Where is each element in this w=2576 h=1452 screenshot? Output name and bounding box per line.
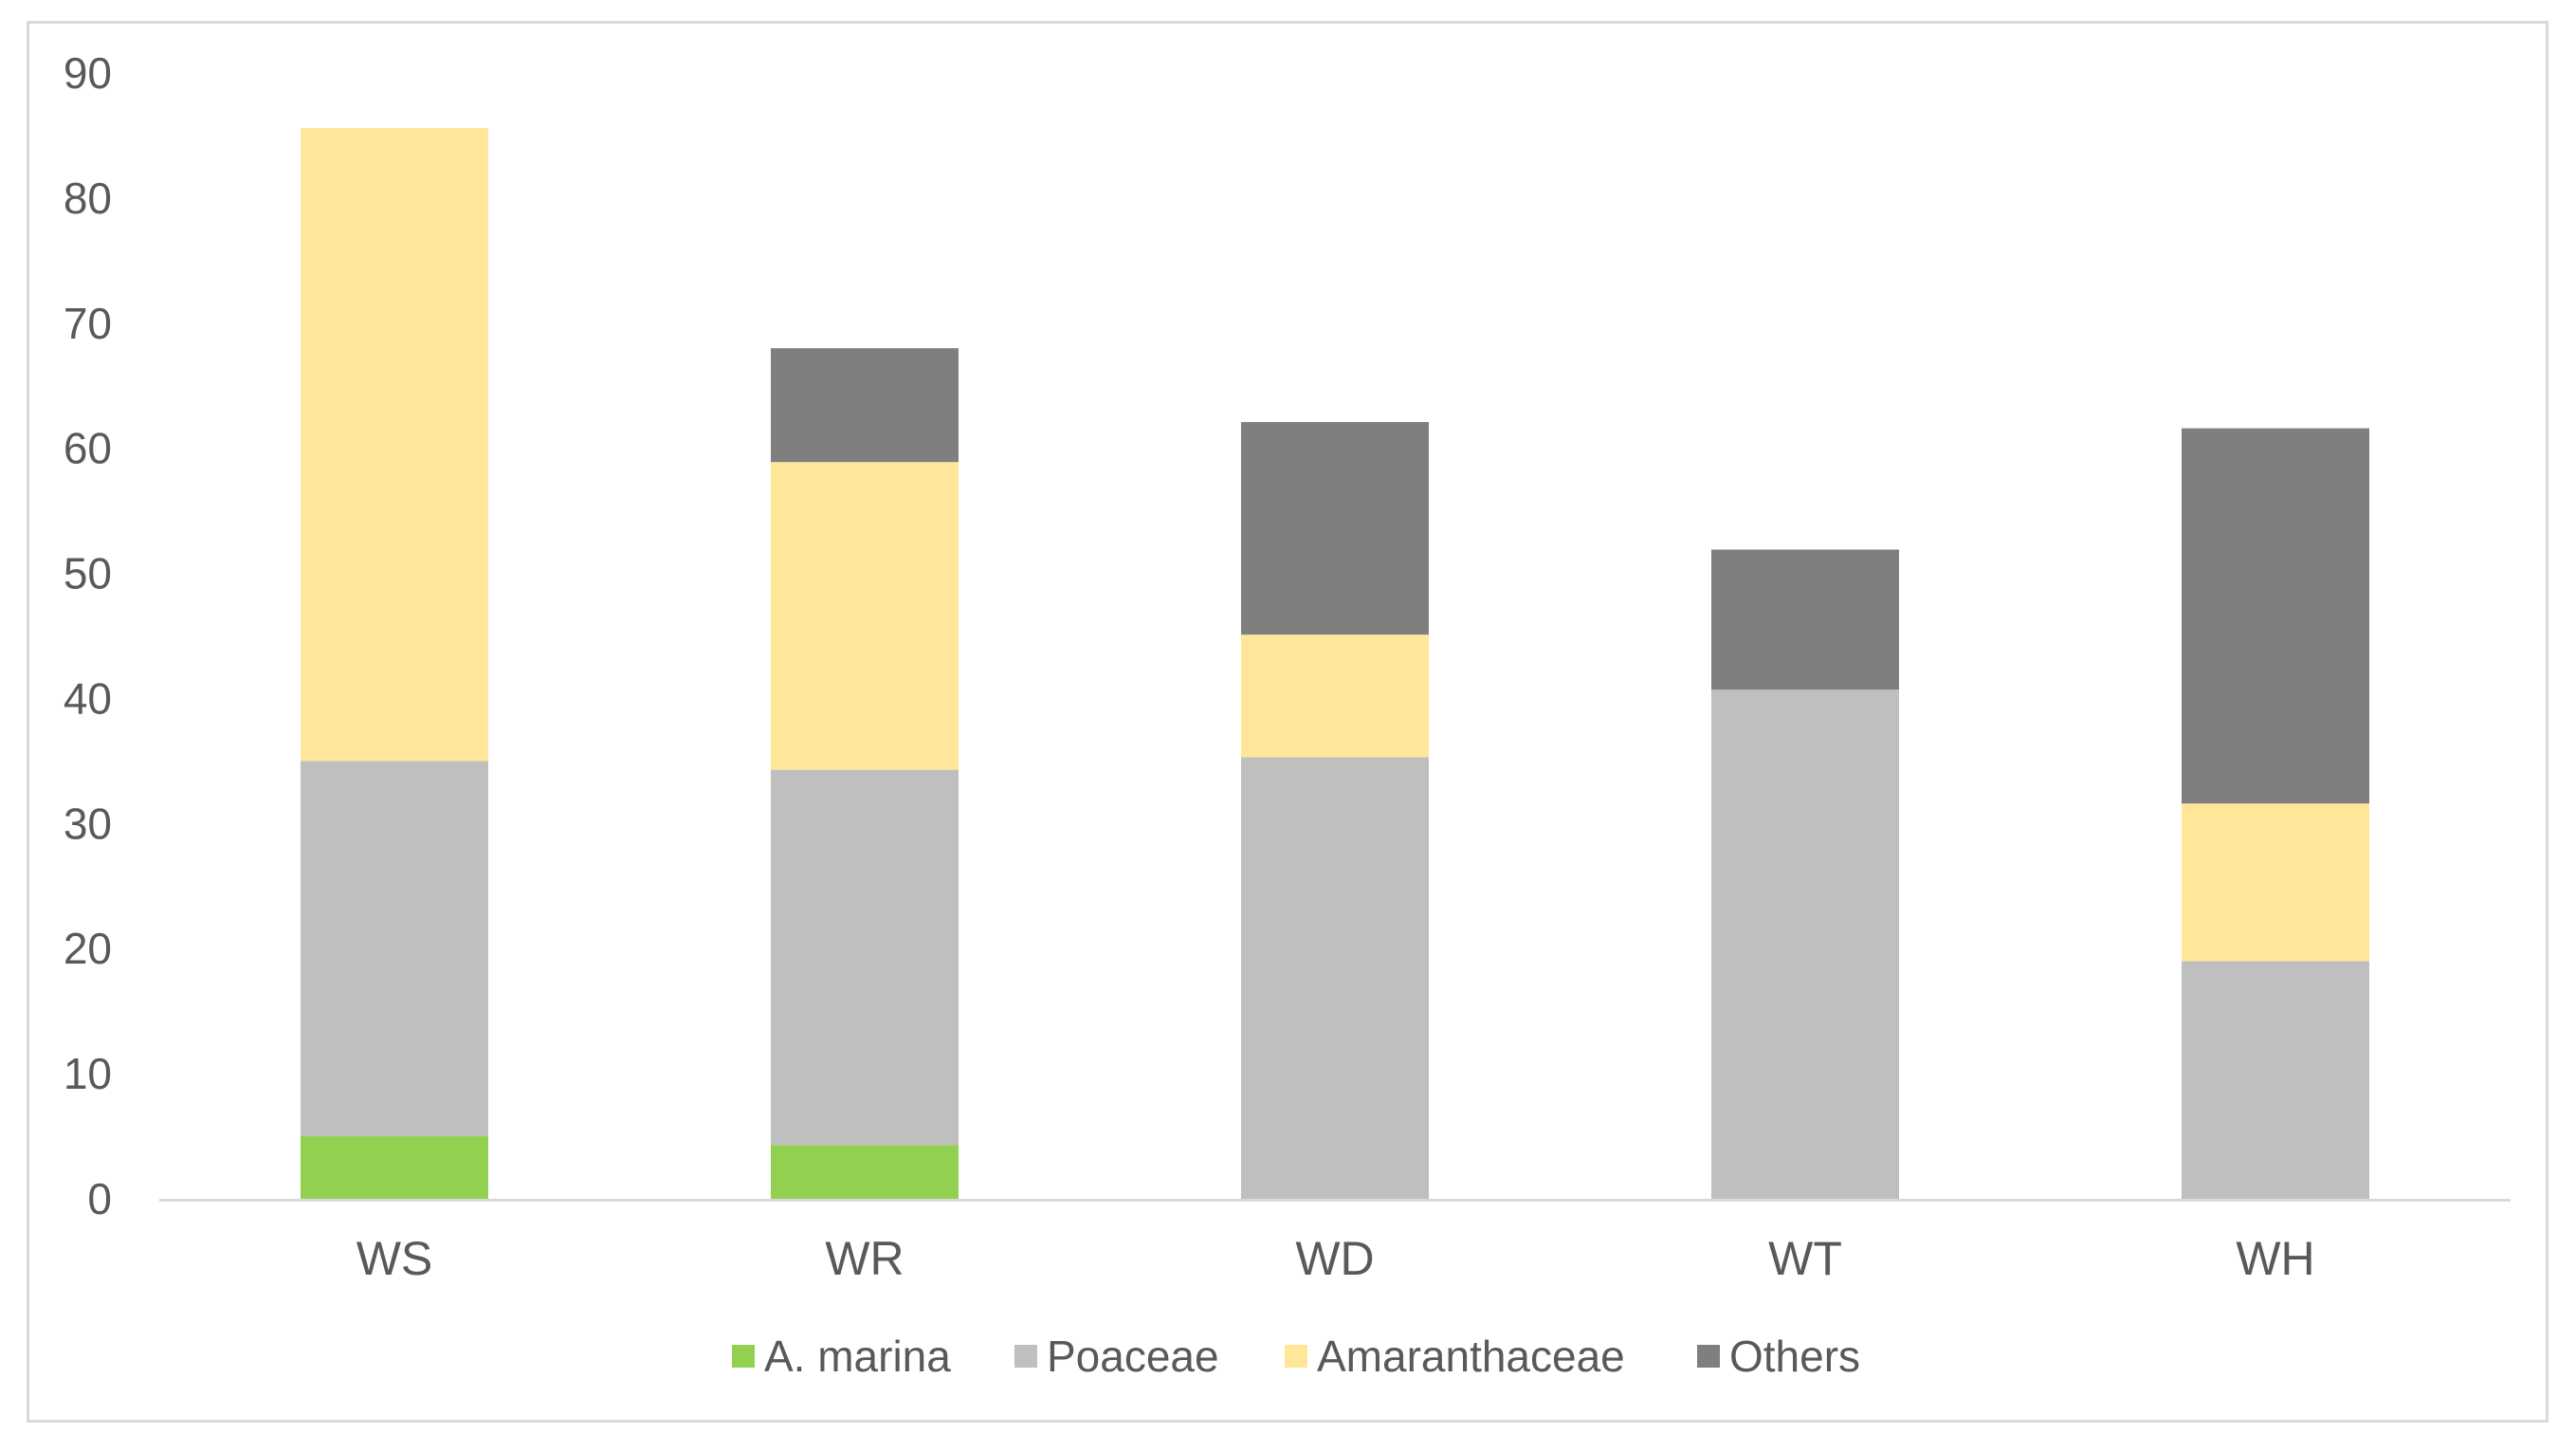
legend-item-poaceae: Poaceae: [1014, 1332, 1219, 1381]
x-category-label-ws: WS: [356, 1232, 433, 1285]
x-category-label-wd: WD: [1295, 1232, 1374, 1285]
bar-stack-wt: [1711, 549, 1899, 1199]
bar-segment-wh-others: [2182, 428, 2369, 804]
x-category-label-wh: WH: [2236, 1232, 2314, 1285]
y-tick-label-50: 50: [64, 549, 112, 598]
bar-segment-ws-poaceae: [301, 761, 488, 1137]
bar-segment-wr-poaceae: [771, 769, 959, 1146]
legend: A. marina Poaceae Amaranthaceae Others: [732, 1332, 1860, 1381]
y-axis-tick-labels: 0 10 20 30 40 50 60 70 80 90: [64, 48, 112, 1223]
y-tick-label-30: 30: [64, 799, 112, 848]
legend-swatch-a-marina: [732, 1345, 755, 1368]
legend-item-others: Others: [1697, 1332, 1860, 1381]
bar-segment-wr-others: [771, 348, 959, 463]
legend-label-others: Others: [1729, 1332, 1860, 1381]
legend-item-a-marina: A. marina: [732, 1332, 951, 1381]
y-tick-label-0: 0: [87, 1174, 112, 1223]
y-tick-label-60: 60: [64, 424, 112, 473]
bar-stack-ws: [301, 128, 488, 1199]
bar-segment-wd-amaranthaceae: [1241, 634, 1429, 758]
bar-segment-ws-amaranthaceae: [301, 128, 488, 762]
bar-stack-wd: [1241, 421, 1429, 1199]
bar-segment-wd-poaceae: [1241, 757, 1429, 1199]
legend-swatch-poaceae: [1014, 1345, 1037, 1368]
legend-item-amaranthaceae: Amaranthaceae: [1285, 1332, 1625, 1381]
legend-swatch-others: [1697, 1345, 1720, 1368]
bar-segment-wt-others: [1711, 549, 1899, 690]
legend-label-poaceae: Poaceae: [1047, 1332, 1219, 1381]
legend-label-amaranthaceae: Amaranthaceae: [1317, 1332, 1625, 1381]
bar-segment-wh-amaranthaceae: [2182, 803, 2369, 962]
bar-stacks: [301, 128, 2369, 1199]
y-tick-label-20: 20: [64, 924, 112, 973]
y-tick-label-80: 80: [64, 174, 112, 223]
bar-stack-wh: [2182, 428, 2369, 1199]
bar-stack-wr: [771, 348, 959, 1199]
bar-segment-wh-poaceae: [2182, 961, 2369, 1199]
legend-swatch-amaranthaceae: [1285, 1345, 1307, 1368]
y-tick-label-10: 10: [64, 1049, 112, 1098]
x-category-label-wt: WT: [1768, 1232, 1842, 1285]
y-tick-label-40: 40: [64, 673, 112, 723]
bar-segment-wt-poaceae: [1711, 689, 1899, 1199]
x-category-label-wr: WR: [825, 1232, 904, 1285]
bar-segment-wr-a-marina: [771, 1145, 959, 1199]
bar-segment-wd-others: [1241, 421, 1429, 635]
y-tick-label-70: 70: [64, 299, 112, 348]
y-tick-label-90: 90: [64, 48, 112, 98]
legend-label-a-marina: A. marina: [764, 1332, 951, 1381]
bar-segment-ws-a-marina: [301, 1136, 488, 1199]
x-axis-category-labels: WS WR WD WT WH: [356, 1232, 2315, 1285]
bar-segment-wr-amaranthaceae: [771, 462, 959, 770]
